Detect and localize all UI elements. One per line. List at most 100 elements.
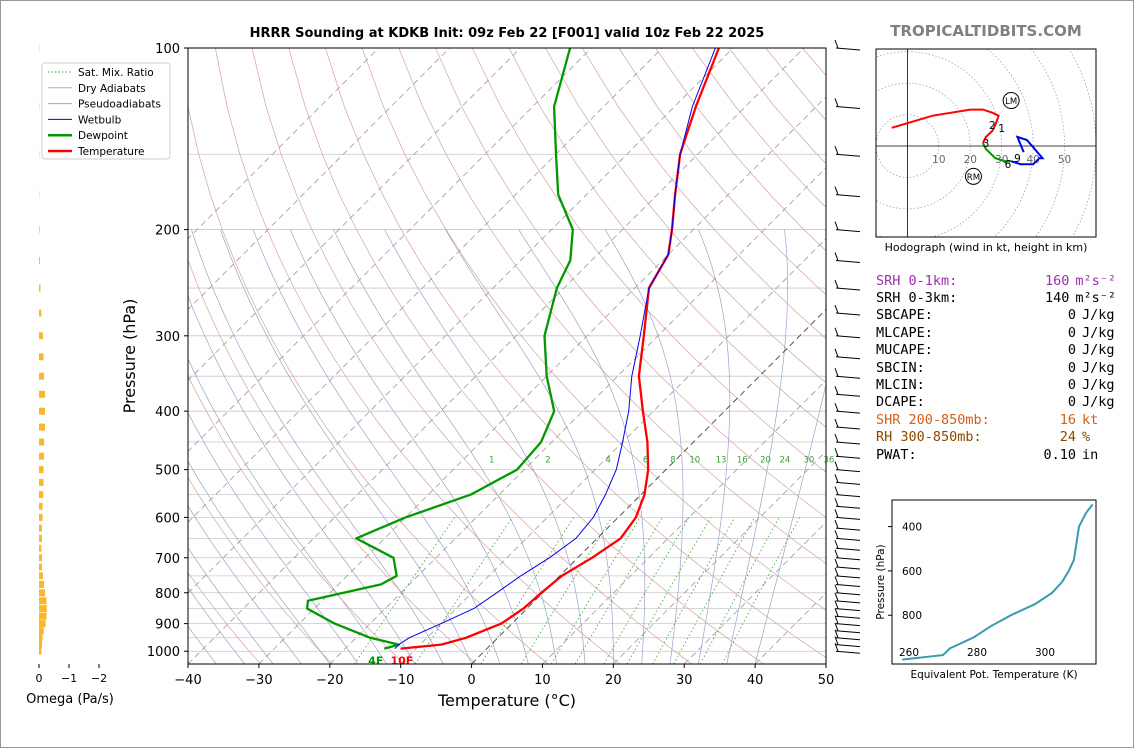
legend-label: Dry Adiabats xyxy=(78,83,146,95)
hodograph-height-label: 6 xyxy=(1005,159,1012,171)
dry-adiabat-line xyxy=(508,48,826,428)
wind-barb-flag xyxy=(834,643,839,652)
dry-adiabat-line xyxy=(0,48,45,664)
x-tick-label: 50 xyxy=(818,673,835,688)
wetbulb-trace xyxy=(394,48,716,649)
parameter-label: PWAT: xyxy=(876,446,917,463)
omega-bar xyxy=(39,572,43,580)
omega-x-tick-label: −1 xyxy=(61,672,77,685)
wind-barb xyxy=(835,153,861,157)
isotherm-line xyxy=(188,48,379,240)
omega-bar xyxy=(39,563,42,571)
wind-barb xyxy=(835,537,861,541)
parameter-unit: % xyxy=(1082,429,1091,446)
omega-bar xyxy=(39,353,44,361)
parameter-unit: m²s⁻² xyxy=(1075,290,1116,307)
wind-barbs xyxy=(834,39,861,654)
wind-barb-flag xyxy=(834,530,839,539)
mixing-ratio-line xyxy=(574,517,663,664)
omega-bar xyxy=(39,554,42,562)
wind-barb-flag xyxy=(834,600,839,609)
wind-barb xyxy=(835,630,861,634)
omega-bar xyxy=(39,620,46,628)
wind-barb-flag xyxy=(834,576,839,585)
omega-bar xyxy=(39,284,41,292)
dry-adiabat-line xyxy=(471,48,826,473)
mixing-ratio-label: 4 xyxy=(606,455,611,465)
freezing-isotherm xyxy=(471,308,826,664)
wind-barb xyxy=(835,105,861,109)
parameter-label: RH 300-850mb: xyxy=(876,429,982,446)
parameter-value: 0.10 xyxy=(1043,446,1076,463)
isotherm-line xyxy=(188,48,450,311)
pseudoadiabat-line xyxy=(604,229,684,664)
wind-barb-flag xyxy=(834,558,839,568)
parameter-value: 24 xyxy=(1059,429,1076,446)
wind-barb xyxy=(835,623,861,627)
omega-bar xyxy=(39,466,44,474)
legend-label: Wetbulb xyxy=(78,114,122,126)
omega-bar xyxy=(39,438,45,446)
pseudoadiabat-line xyxy=(290,229,529,664)
mixing-ratio-label: 24 xyxy=(779,455,790,465)
parameter-label: SBCIN: xyxy=(876,359,925,376)
pseudoadiabat-line xyxy=(188,358,387,664)
parameter-unit: kt xyxy=(1082,411,1099,428)
y-tick-label: 200 xyxy=(155,224,180,239)
wind-barb xyxy=(835,600,861,604)
parameter-label: SBCAPE: xyxy=(876,307,933,324)
isotherm-line xyxy=(542,379,826,664)
hodograph-caption: Hodograph (wind in kt, height in km) xyxy=(885,241,1088,254)
omega-bar xyxy=(39,605,47,613)
theta-e-plot-area xyxy=(902,503,1094,661)
wind-barb-flag xyxy=(834,448,839,457)
omega-bar xyxy=(39,390,45,398)
y-tick-label: 900 xyxy=(155,618,180,633)
wind-barb xyxy=(835,583,861,587)
wind-barb-flag xyxy=(834,252,839,261)
hodograph-height-label: 1 xyxy=(998,123,1005,135)
wind-barb-flag xyxy=(834,386,839,395)
parameter-unit: J/kg xyxy=(1082,359,1115,376)
mixing-ratio-label: 36 xyxy=(823,455,834,465)
dry-adiabat-line xyxy=(361,48,826,611)
hodograph-height-label: 9 xyxy=(1014,153,1021,165)
dry-adiabat-line xyxy=(545,48,826,384)
hodograph-frame xyxy=(875,48,1097,238)
omega-bar xyxy=(39,452,45,460)
parameter-unit: J/kg xyxy=(1082,394,1115,411)
legend-label: Sat. Mix. Ratio xyxy=(78,67,154,79)
parameter-label: SHR 200-850mb: xyxy=(876,411,990,428)
omega-bar xyxy=(39,309,42,317)
wind-barb-flag xyxy=(834,519,839,529)
parameter-label: MLCIN: xyxy=(876,377,925,394)
x-tick-label: 40 xyxy=(747,673,764,688)
wind-barb xyxy=(835,650,861,654)
omega-bar xyxy=(39,502,43,510)
parameter-row: RH 300-850mb: 24% xyxy=(876,429,1116,446)
omega-bar xyxy=(39,423,45,431)
dry-adiabat-line xyxy=(188,259,477,664)
mixing-ratio-label: 8 xyxy=(670,455,675,465)
isotherm-line xyxy=(188,48,521,382)
surface-temperature-label: 10F xyxy=(390,655,413,668)
parameter-value: 0 xyxy=(1067,342,1076,359)
parameter-label: MLCAPE: xyxy=(876,324,933,341)
mixing-ratio-line xyxy=(626,517,712,664)
parameter-table: SRH 0-1km: 160 m²s⁻² SRH 0-3km: 140 m²s⁻² SBCA… xyxy=(876,272,1116,463)
wind-barb xyxy=(835,287,861,291)
pseudoadiabat-line xyxy=(726,229,788,664)
wind-barb-flag xyxy=(834,348,839,357)
mixing-ratio-label: 6 xyxy=(643,455,648,465)
isotherm-line xyxy=(188,48,805,664)
parameter-label: SRH 0-3km: xyxy=(876,290,958,307)
wind-barb xyxy=(835,516,861,520)
parameter-unit: J/kg xyxy=(1082,377,1115,394)
dry-adiabat-line xyxy=(188,571,261,664)
wind-barb xyxy=(835,557,861,561)
x-tick-label: −30 xyxy=(245,673,272,688)
wind-barb-flag xyxy=(834,146,839,155)
wind-barb-flag xyxy=(834,615,839,624)
y-tick-label: 600 xyxy=(155,511,180,526)
